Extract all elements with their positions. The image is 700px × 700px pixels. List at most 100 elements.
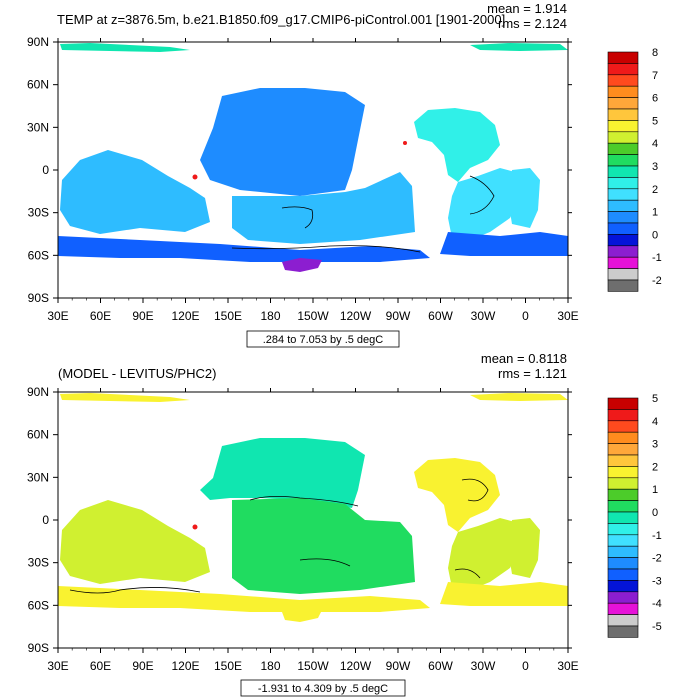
colorbar-swatch	[607, 431, 639, 444]
colorbar-label: 5	[652, 393, 658, 405]
colorbar-swatch	[607, 279, 639, 292]
colorbar-swatch	[607, 120, 639, 133]
y-tick-label: 90S	[28, 291, 49, 305]
colorbar-label: 7	[652, 70, 658, 82]
x-tick-label: 30E	[47, 659, 68, 673]
y-tick-label: 60N	[27, 428, 49, 442]
region-arctic-east	[470, 43, 568, 51]
contour-line	[69, 587, 201, 594]
mean-label: mean = 0.8118	[481, 351, 567, 366]
colorbar-swatch	[607, 409, 639, 422]
colorbar-label: 6	[652, 93, 658, 105]
ocean-field	[58, 393, 568, 622]
colorbar-label: -4	[652, 598, 662, 610]
x-tick-label: 30W	[471, 309, 496, 323]
range-label-box	[240, 679, 406, 697]
colorbar-swatch	[607, 500, 639, 513]
contour-line	[461, 478, 489, 502]
colorbar-swatch	[607, 488, 639, 501]
colorbar-swatch	[607, 477, 639, 490]
contour-line	[281, 206, 314, 229]
colorbar-label: -1	[652, 252, 662, 264]
colorbar-swatch	[607, 568, 639, 581]
x-tick-label: 150W	[297, 309, 329, 323]
contour-line	[249, 496, 359, 507]
panel-title: TEMP at z=3876.5m, b.e21.B1850.f09_g17.C…	[57, 12, 505, 27]
contour-line	[299, 558, 351, 567]
x-tick-label: 30E	[557, 659, 578, 673]
colorbar-swatch	[607, 85, 639, 98]
y-tick-label: 60S	[28, 598, 49, 612]
y-tick-label: 0	[42, 163, 49, 177]
colorbar-swatch	[607, 397, 639, 410]
colorbar-label: -1	[652, 530, 662, 542]
y-tick-label: 60N	[27, 78, 49, 92]
colorbar-swatch	[607, 154, 639, 167]
colorbar-swatch	[607, 165, 639, 178]
colorbar-swatch	[607, 545, 639, 558]
colorbar-swatch	[607, 420, 639, 433]
x-tick-label: 30E	[557, 309, 578, 323]
x-tick-label: 120W	[340, 659, 372, 673]
region-arctic-east	[470, 393, 568, 401]
colorbar-swatch	[607, 625, 639, 638]
colorbar-swatch	[607, 466, 639, 479]
region-south-atlantic	[448, 518, 520, 590]
rms-label: rms = 1.121	[498, 366, 567, 381]
colorbar-swatch	[607, 580, 639, 593]
region-north-atlantic	[414, 458, 500, 532]
colorbar-label: 2	[652, 184, 658, 196]
x-tick-label: 180	[260, 309, 280, 323]
x-tick-label: 30W	[471, 659, 496, 673]
colorbar-label: 3	[652, 161, 658, 173]
colorbar: 8 7 6 5 4 3 2 1 0 -1 -2	[607, 47, 662, 292]
colorbar-swatch	[607, 131, 639, 144]
colorbar-label: -5	[652, 621, 662, 633]
marker-warm-spot	[192, 174, 198, 180]
colorbar-swatch	[607, 256, 639, 269]
axes: 30E 60E 90E 120E 150E 180 150W 120W 90W 60W 30W 0 30…	[27, 385, 579, 673]
colorbar-swatch	[607, 591, 639, 604]
panel-model-minus-levitus: (MODEL - LEVITUS/PHC2) mean = 0.8118 rms…	[27, 351, 662, 697]
mean-label: mean = 1.914	[487, 1, 567, 16]
region-weddell-sea	[282, 608, 322, 622]
axes: 30E 60E 90E 120E 150E 180 150W 120W 90W 60W 30W 0 30…	[27, 35, 579, 323]
colorbar-swatch	[607, 199, 639, 212]
x-tick-label: 0	[522, 309, 529, 323]
contour-line	[469, 175, 495, 215]
y-tick-label: 90N	[27, 385, 49, 399]
colorbar-label: -3	[652, 575, 662, 587]
panel-model-temperature: TEMP at z=3876.5m, b.e21.B1850.f09_g17.C…	[27, 1, 662, 348]
colorbar-label: -2	[652, 553, 662, 565]
colorbar-swatch	[607, 268, 639, 281]
region-north-pacific	[200, 88, 365, 196]
y-tick-label: 0	[42, 513, 49, 527]
colorbar-swatch	[607, 602, 639, 615]
colorbar-label: 4	[652, 138, 658, 150]
y-tick-label: 30N	[27, 120, 49, 134]
range-label-box	[246, 330, 400, 348]
rms-label: rms = 2.124	[498, 16, 567, 31]
colorbar-swatch	[607, 74, 639, 87]
colorbar-swatch	[607, 97, 639, 110]
colorbar-label: 1	[652, 484, 658, 496]
colorbar-label: 0	[652, 229, 658, 241]
colorbar-label: 1	[652, 207, 658, 219]
x-tick-label: 90E	[132, 309, 153, 323]
colorbar-label: -2	[652, 275, 662, 287]
region-weddell-sea	[282, 258, 322, 272]
region-southern-ocean-east	[440, 582, 568, 606]
x-tick-label: 90W	[386, 309, 411, 323]
colorbar-swatch	[607, 523, 639, 536]
region-indian-ocean	[60, 150, 210, 234]
colorbar-swatch	[607, 557, 639, 570]
region-southern-ocean	[58, 586, 430, 612]
colorbar-swatch	[607, 222, 639, 235]
x-tick-label: 60E	[90, 659, 111, 673]
x-tick-label: 120E	[171, 309, 199, 323]
colorbar-swatch	[607, 245, 639, 258]
colorbar-swatch	[607, 108, 639, 121]
region-arctic-west	[60, 43, 190, 52]
x-tick-label: 150E	[214, 659, 242, 673]
